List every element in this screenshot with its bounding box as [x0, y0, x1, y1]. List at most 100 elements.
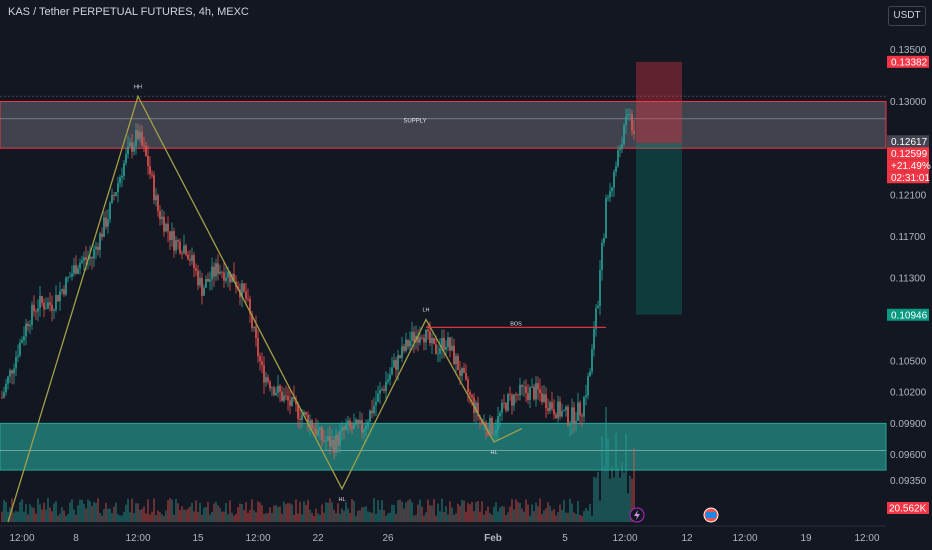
- volume-bar: [75, 514, 77, 522]
- candle-body: [63, 289, 65, 295]
- candle-body: [615, 166, 617, 172]
- candle-body: [341, 427, 343, 432]
- candle-body: [405, 339, 407, 351]
- volume-bar: [73, 509, 75, 522]
- candle-body: [531, 386, 533, 388]
- candle-body: [523, 386, 525, 388]
- volume-bar: [285, 504, 287, 522]
- candle-body: [245, 291, 247, 299]
- volume-bar: [151, 511, 153, 522]
- candle-body: [165, 223, 167, 232]
- volume-bar: [473, 511, 475, 522]
- volume-bar: [369, 512, 371, 522]
- volume-bar: [627, 493, 629, 522]
- volume-bar: [21, 499, 23, 522]
- volume-label: 20.562K: [889, 504, 927, 515]
- x-axis[interactable]: 12:00 8 12:00 15 12:00 22 26 Feb 5 12:00 12 12:00 19…: [0, 525, 886, 544]
- volume-bar: [211, 511, 213, 522]
- candle-body: [629, 113, 631, 115]
- candle-body: [569, 423, 571, 426]
- candle-body: [553, 409, 555, 415]
- candle-body: [83, 257, 85, 261]
- volume-bar: [267, 513, 269, 522]
- candle-body: [325, 440, 327, 442]
- volume-bar: [363, 507, 365, 522]
- candle-body: [133, 145, 135, 152]
- volume-bar: [365, 506, 367, 522]
- volume-bar: [189, 506, 191, 522]
- x-tick-label: 8: [73, 533, 79, 544]
- volume-bar: [243, 510, 245, 522]
- x-tick-label: 15: [192, 533, 204, 544]
- supply-zone: [0, 100, 887, 149]
- volume-bar: [257, 501, 259, 522]
- volume-bar: [33, 508, 35, 522]
- volume-bar: [617, 467, 619, 522]
- candle-body: [389, 374, 391, 380]
- volume-bar: [235, 513, 237, 522]
- candle-body: [213, 266, 215, 277]
- candle-body: [391, 367, 393, 375]
- volume-bar: [127, 498, 129, 522]
- volume-bar: [213, 503, 215, 522]
- volume-bar: [341, 508, 343, 522]
- y-axis[interactable]: 0.13500 0.13000 0.12100 0.11700 0.11300 0.105…: [887, 45, 931, 515]
- volume-bar: [377, 500, 379, 522]
- candle-body: [359, 420, 361, 424]
- volume-bar: [135, 503, 137, 522]
- candle-body: [157, 195, 159, 212]
- y-tick-label: 0.13000: [890, 97, 927, 108]
- structure-label-lh: LH: [422, 308, 429, 314]
- x-tick-label: 12: [681, 533, 693, 544]
- currency-button[interactable]: USDT: [888, 6, 926, 26]
- volume-bar: [629, 475, 631, 522]
- candle-body: [627, 114, 629, 117]
- volume-bar: [511, 499, 513, 522]
- candle-body: [13, 368, 15, 374]
- candle-body: [377, 393, 379, 402]
- volume-bar: [269, 507, 271, 522]
- volume-bar: [609, 478, 611, 522]
- volume-bar: [109, 508, 111, 522]
- candle-body: [219, 271, 221, 274]
- volume-bar: [323, 512, 325, 522]
- volume-bar: [261, 505, 263, 522]
- volume-bar: [307, 499, 309, 522]
- candle-body: [365, 425, 367, 429]
- candle-body: [111, 194, 113, 203]
- volume-bar: [537, 506, 539, 522]
- candle-body: [349, 420, 351, 427]
- volume-bar: [359, 510, 361, 522]
- volume-bar: [63, 510, 65, 522]
- candle-body: [493, 434, 495, 436]
- volume-bar: [129, 512, 131, 522]
- structure-label-hl: HL: [490, 450, 497, 456]
- candle-body: [113, 194, 115, 196]
- volume-bar: [355, 515, 357, 522]
- candle-body: [253, 326, 255, 329]
- candle-body: [413, 332, 415, 342]
- volume-bar: [111, 513, 113, 522]
- candle-body: [495, 429, 497, 435]
- candle-body: [393, 360, 395, 368]
- volume-bar: [203, 507, 205, 522]
- volume-bar: [423, 515, 425, 522]
- candle-body: [577, 402, 579, 421]
- volume-bar: [139, 509, 141, 522]
- volume-bar: [245, 502, 247, 522]
- event-icons[interactable]: [629, 507, 719, 523]
- candle-body: [387, 379, 389, 382]
- volume-bar: [277, 506, 279, 522]
- candle-body: [407, 339, 409, 347]
- volume-bar: [459, 505, 461, 522]
- candle-body: [371, 410, 373, 414]
- candle-body: [331, 439, 333, 447]
- volume-bar: [385, 515, 387, 522]
- candle-body: [217, 263, 219, 274]
- candle-body: [533, 386, 535, 400]
- volume-bar: [333, 509, 335, 522]
- candle-body: [39, 295, 41, 309]
- volume-bar: [603, 466, 605, 522]
- candle-body: [445, 346, 447, 350]
